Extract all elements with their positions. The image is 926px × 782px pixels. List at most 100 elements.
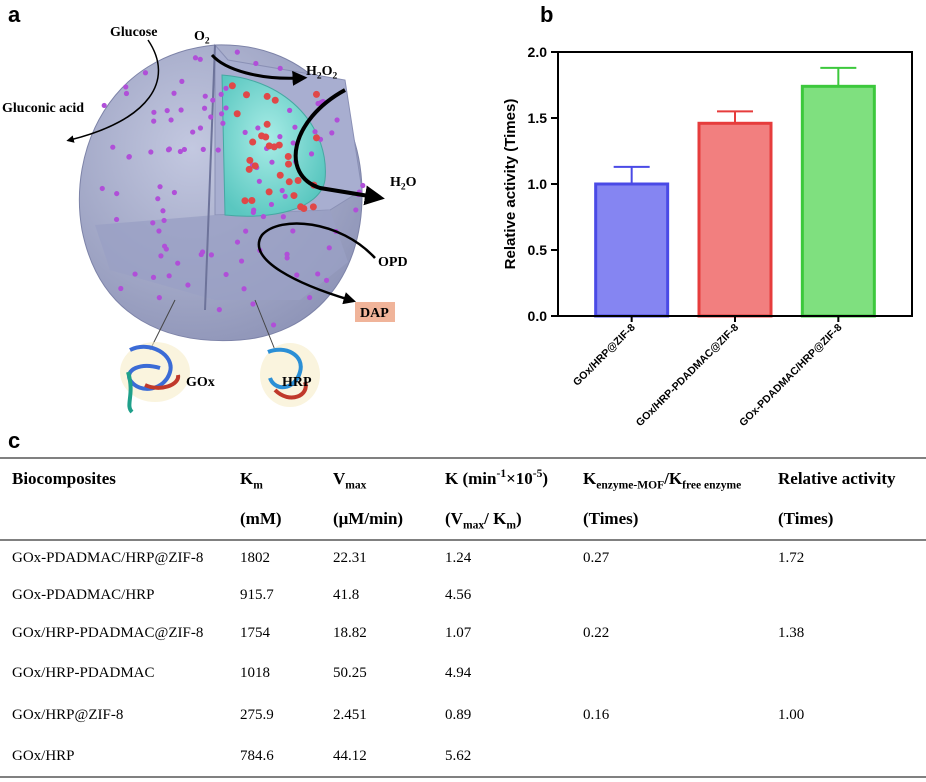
text-segment: DAP	[360, 306, 389, 321]
text-segment: K	[583, 469, 597, 488]
table-cell: GOx-PDADMAC/HRP	[12, 587, 155, 603]
dot	[148, 149, 154, 155]
table-cell: 275.9	[240, 707, 274, 723]
dot	[163, 246, 169, 252]
dot	[242, 91, 250, 99]
pointer	[149, 299, 176, 351]
y-axis-label: Relative activity (Times)	[502, 99, 519, 270]
dot	[268, 201, 275, 208]
table-cell: 4.94	[445, 665, 472, 681]
table-cell: 0.16	[583, 707, 610, 723]
text-segment: (Times)	[778, 509, 833, 528]
protein-hrp	[260, 343, 320, 407]
dot	[308, 151, 315, 157]
plot-frame	[557, 51, 913, 317]
table-cell: 4.56	[445, 587, 472, 603]
y-tick-label: 1.0	[528, 176, 548, 192]
dot	[223, 105, 229, 111]
table-cell: 1.00	[778, 707, 804, 723]
table-cell: 1.24	[445, 550, 472, 566]
text-segment: O	[194, 29, 205, 44]
diagram-label: Glucose	[110, 25, 157, 40]
dot	[284, 255, 290, 261]
table: Biocomposites Km (mM) Vmax (μM/min) K (min-1×…	[0, 457, 926, 778]
dot	[126, 154, 132, 160]
dot	[256, 178, 262, 184]
dot	[118, 285, 124, 292]
y-tick-label: 0.0	[528, 308, 548, 324]
text-segment: 2	[333, 72, 338, 82]
dot	[280, 214, 286, 220]
protein-gox	[120, 342, 190, 414]
arrow	[257, 222, 376, 305]
table-cell: 0.22	[583, 625, 609, 641]
dot	[360, 182, 366, 189]
bar	[697, 121, 773, 318]
dot	[208, 114, 214, 120]
dot	[326, 245, 332, 251]
x-tick-label: GOx/HRP@ZIF-8	[571, 322, 638, 389]
text-segment: ×10	[506, 469, 533, 488]
dot	[114, 190, 120, 197]
dot	[312, 129, 318, 135]
text-segment: O	[406, 175, 417, 190]
dot	[241, 197, 249, 205]
text-segment: -5	[533, 467, 543, 480]
dot	[277, 65, 283, 71]
text-segment: Gluconic acid	[2, 101, 84, 116]
dot	[315, 271, 321, 277]
dot	[177, 148, 183, 155]
dot	[160, 208, 166, 214]
header-cell: (Times)	[778, 509, 833, 528]
diagram-label: H2O2	[306, 64, 338, 82]
dot	[282, 193, 288, 199]
arrow	[210, 53, 308, 86]
dot	[238, 258, 245, 264]
text-segment: free enzyme	[682, 478, 741, 491]
header-cell: (Vmax/ Km)	[445, 509, 522, 531]
dot	[263, 120, 271, 128]
panel-label: a	[8, 2, 21, 27]
dot	[101, 102, 107, 109]
dot	[292, 124, 298, 130]
dot	[223, 271, 229, 278]
dot	[166, 146, 173, 152]
dot	[277, 134, 283, 140]
dot	[242, 129, 248, 135]
table-cell: 1.72	[778, 550, 804, 566]
diagram-label: HRP	[282, 375, 312, 390]
dap-box	[355, 302, 395, 322]
text-segment: max	[463, 518, 484, 531]
dot	[285, 178, 293, 186]
dot	[270, 322, 277, 328]
text-segment: / K	[483, 509, 507, 528]
text-segment: H	[306, 64, 317, 79]
dot	[251, 162, 259, 170]
text-segment: m	[506, 518, 516, 531]
text-segment: (Times)	[583, 509, 638, 528]
text-segment: -1	[496, 467, 506, 480]
dot	[202, 93, 208, 99]
diagram-label: Gluconic acid	[2, 101, 84, 116]
dot	[171, 189, 178, 196]
panel-label: c	[8, 428, 20, 453]
x-tick-label: GOx-PDADMAC/HRP@ZIF-8	[737, 322, 844, 429]
text-segment: Relative activity	[778, 469, 896, 488]
dot	[271, 96, 279, 104]
dot	[294, 272, 300, 278]
dot	[132, 271, 138, 277]
dot	[249, 138, 257, 146]
dot	[312, 134, 320, 142]
table-cell: 5.62	[445, 748, 471, 764]
table-cell: GOx/HRP	[12, 748, 75, 764]
dot	[158, 253, 164, 259]
text-segment: )	[542, 469, 548, 488]
dot	[123, 84, 129, 90]
dot	[142, 70, 149, 76]
dot	[255, 125, 261, 131]
text-segment: Glucose	[110, 25, 157, 40]
header-cell: (Times)	[583, 509, 638, 528]
table-cell: GOx-PDADMAC/HRP@ZIF-8	[12, 550, 203, 566]
dot	[223, 85, 229, 91]
